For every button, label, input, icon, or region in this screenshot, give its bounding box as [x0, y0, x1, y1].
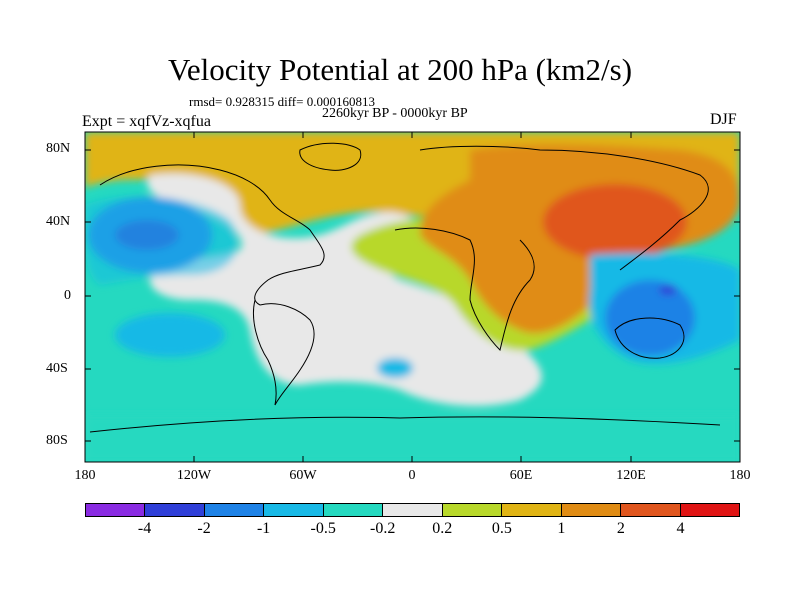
antarctica-coast	[89, 416, 721, 433]
colorbar-label: 0.5	[491, 520, 512, 537]
colorbar-box	[502, 504, 562, 516]
greenland-coast	[299, 142, 362, 171]
colorbar-box	[561, 504, 622, 516]
colorbar-box	[621, 504, 681, 516]
chart-title: Velocity Potential at 200 hPa (km2/s)	[167, 52, 633, 87]
lat-label-80s: 80S	[46, 433, 68, 448]
lon-label-120e: 120E	[616, 468, 646, 483]
lat-label-40s: 40S	[46, 361, 68, 376]
colorbar-box	[145, 504, 205, 516]
field-max-red	[543, 184, 687, 260]
lon-label-180w: 180	[74, 468, 96, 483]
africa-coast	[394, 227, 535, 351]
colorbar-box	[86, 504, 146, 516]
lat-label-eq: 0	[64, 288, 71, 303]
period-label: 2260kyr BP - 0000kyr BP	[322, 106, 468, 121]
colorbar-box	[680, 504, 739, 516]
field-pacific-halo	[85, 196, 238, 285]
colorbar-label: -0.2	[370, 520, 396, 537]
australia-coast	[614, 317, 685, 359]
field-south-atlantic	[377, 358, 413, 378]
lon-label-120w: 120W	[176, 468, 212, 483]
velocity-potential-field	[85, 132, 740, 462]
south-america-coast	[259, 303, 315, 406]
colorbar-label: -1	[256, 520, 271, 537]
colorbar-label: -4	[137, 520, 152, 537]
lon-label-60e: 60E	[509, 468, 533, 483]
colorbar-box	[323, 504, 384, 516]
north-america-coast	[99, 164, 325, 306]
lat-label-40n: 40N	[46, 214, 71, 229]
colorbar-box	[442, 504, 503, 516]
lon-label-180e: 180	[729, 468, 751, 483]
colorbar	[85, 503, 740, 517]
south-america-west-coast	[252, 299, 277, 406]
field-south-pacific	[115, 313, 225, 357]
colorbar-label: 4	[676, 520, 685, 537]
coastlines	[89, 142, 721, 433]
eurasia-coast	[419, 145, 709, 271]
colorbar-label: -0.5	[310, 520, 336, 537]
colorbar-box	[264, 504, 324, 516]
lat-label-80n: 80N	[46, 141, 71, 156]
axis-ticks	[85, 132, 740, 462]
lon-label-0: 0	[408, 468, 416, 483]
colorbar-box	[383, 504, 443, 516]
field-min-maritime	[659, 285, 677, 295]
colorbar-label: 0.2	[432, 520, 453, 537]
colorbar-label: 2	[616, 520, 625, 537]
field-antarctic	[85, 415, 740, 462]
stats-line: rmsd= 0.928315 diff= 0.000160813	[189, 94, 375, 109]
experiment-label: Expt = xqfVz-xqfua	[82, 113, 211, 130]
colorbar-label: 1	[557, 520, 566, 537]
colorbar-label: -2	[197, 520, 211, 537]
season-label: DJF	[710, 111, 737, 128]
field-neutral-band	[147, 173, 542, 407]
lon-label-60w: 60W	[289, 468, 317, 483]
colorbar-box	[204, 504, 265, 516]
